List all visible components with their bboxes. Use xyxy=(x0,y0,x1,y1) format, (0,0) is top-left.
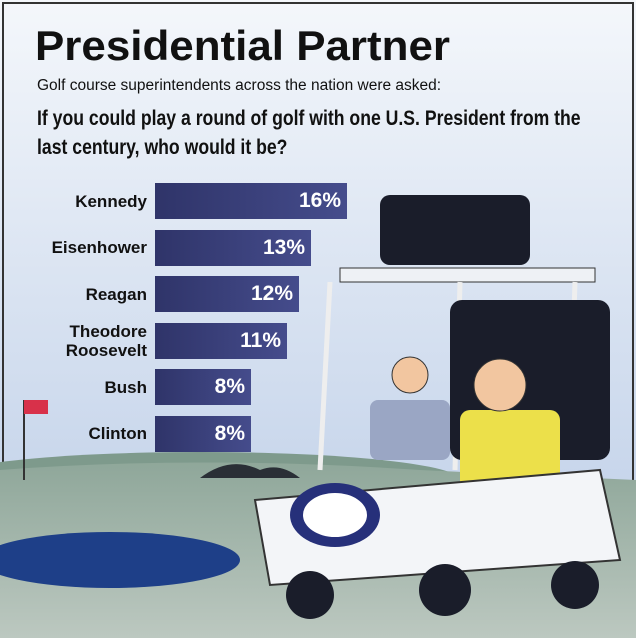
pond xyxy=(0,532,240,588)
subtitle: Golf course superintendents across the n… xyxy=(37,77,442,94)
bushes xyxy=(200,464,300,478)
driver-head xyxy=(391,356,429,394)
value-label: 16% xyxy=(298,189,341,212)
question: If you could play a round of golf with o… xyxy=(37,106,581,159)
value-label: 8% xyxy=(214,421,245,445)
value-label: 13% xyxy=(262,235,305,259)
chart-title: Presidential Partner xyxy=(35,22,450,69)
golfer-head xyxy=(473,358,527,412)
agent-on-roof xyxy=(380,195,530,265)
bar: 16% xyxy=(155,183,347,219)
wheel xyxy=(286,571,334,619)
seal-inner xyxy=(303,493,367,537)
bar: 8% xyxy=(155,415,251,452)
category-label: Theodore Roosevelt xyxy=(65,321,147,360)
category-label: Eisenhower xyxy=(51,238,147,257)
cart-roof xyxy=(339,267,596,283)
category-label: Bush xyxy=(104,377,148,397)
category-label: Reagan xyxy=(85,284,147,304)
bar: 12% xyxy=(155,276,299,312)
flag xyxy=(24,400,48,414)
category-label: Kennedy xyxy=(75,191,147,211)
value-label: 11% xyxy=(240,328,281,352)
cart-post xyxy=(317,281,333,471)
driver xyxy=(370,400,450,460)
category-label: Clinton xyxy=(88,424,147,443)
bar: 11% xyxy=(155,322,287,359)
bar: 13% xyxy=(155,229,311,266)
wheel xyxy=(419,564,471,616)
value-label: 12% xyxy=(250,282,293,305)
value-label: 8% xyxy=(214,375,245,398)
bar: 8% xyxy=(155,369,251,405)
wheel xyxy=(551,561,599,609)
